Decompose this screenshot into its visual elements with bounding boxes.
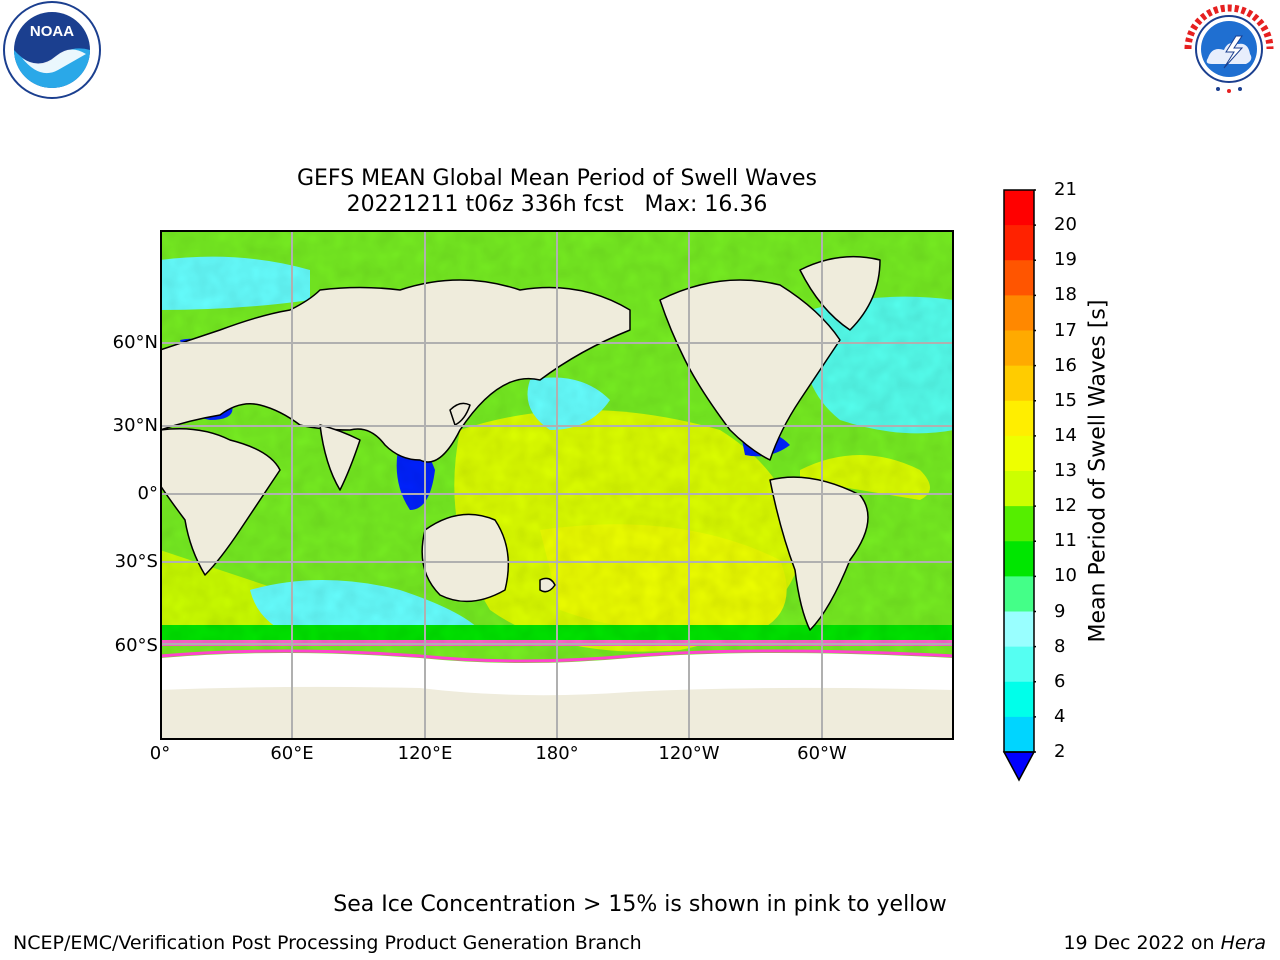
footer-date-text: 19 Dec 2022 on — [1063, 932, 1221, 954]
colorbar-band — [1004, 576, 1034, 612]
map-frame — [160, 230, 954, 740]
colorbar — [1002, 188, 1036, 784]
lon-label-180: 180° — [535, 743, 579, 764]
sea-ice-note: Sea Ice Concentration > 15% is shown in … — [333, 892, 947, 917]
lon-label-120w: 120°W — [658, 743, 720, 764]
colorbar-extend-arrow — [1002, 751, 1036, 782]
land-greenland — [799, 255, 881, 331]
footer-branch: NCEP/EMC/Verification Post Processing Pr… — [13, 932, 642, 954]
colorbar-tick-label: 20 — [1054, 214, 1077, 236]
land-eurasia — [160, 279, 631, 463]
land-india — [319, 424, 361, 491]
colorbar-tick-label: 9 — [1054, 600, 1066, 622]
colorbar-tick-label: 6 — [1054, 670, 1066, 692]
colorbar-tick-label: 12 — [1054, 495, 1077, 517]
colorbar-band — [1004, 225, 1034, 261]
colorbar-tick-label: 15 — [1054, 389, 1077, 411]
colorbar-band — [1004, 541, 1034, 577]
colorbar-tick-label: 14 — [1054, 424, 1077, 446]
colorbar-band — [1004, 330, 1034, 367]
colorbar-band — [1004, 190, 1034, 226]
noaa-logo: NOAA — [0, 0, 104, 100]
lon-label-0: 0° — [149, 743, 171, 764]
land-australia — [421, 513, 510, 603]
colorbar-band — [1004, 400, 1034, 437]
colorbar-tick-label: 11 — [1054, 530, 1077, 552]
colorbar-tick-label: 13 — [1054, 460, 1077, 481]
colorbar-tick-label: 10 — [1054, 565, 1077, 587]
colorbar-tick-label: 19 — [1054, 249, 1077, 271]
land-africa — [160, 428, 281, 576]
lat-label-60n: 60°N — [112, 332, 158, 353]
map-title: GEFS MEAN Global Mean Period of Swell Wa… — [296, 166, 817, 191]
noaa-logo-text: NOAA — [30, 23, 74, 40]
lon-label-60w: 60°W — [797, 743, 847, 764]
colorbar-band — [1004, 506, 1034, 542]
colorbar-band — [1004, 646, 1034, 683]
land-japan — [449, 402, 471, 426]
swell-period-map — [160, 230, 954, 740]
antarctic-ice-pink — [160, 649, 954, 663]
map-subtitle: 20221211 t06z 336h fcst Max: 16.36 — [346, 192, 768, 217]
colorbar-tick-label: 2 — [1054, 741, 1066, 762]
colorbar-tick-label: 16 — [1054, 354, 1077, 376]
lat-label-60s: 60°S — [114, 635, 158, 656]
lat-label-0: 0° — [137, 483, 158, 504]
colorbar-band — [1004, 435, 1034, 472]
colorbar-band — [1004, 716, 1034, 753]
footer-host: Hera — [1220, 932, 1266, 954]
graticule — [160, 230, 954, 740]
colorbar-band — [1004, 260, 1034, 296]
nws-logo — [1178, 0, 1280, 98]
colorbar-tick-label: 17 — [1054, 319, 1077, 341]
lat-label-30s: 30°S — [114, 551, 158, 572]
colorbar-label-text: Mean Period of Swell Waves [s] — [1085, 299, 1111, 643]
land-new-zealand — [539, 577, 556, 593]
footer-date: 19 Dec 2022 on Hera — [1063, 932, 1266, 954]
colorbar-band — [1004, 365, 1034, 402]
colorbar-tick-label: 21 — [1054, 179, 1077, 200]
colorbar-tick-label: 4 — [1054, 705, 1066, 727]
colorbar-tick-label: 18 — [1054, 284, 1077, 306]
lon-label-120e: 120°E — [397, 743, 453, 764]
lat-label-30n: 30°N — [112, 415, 158, 436]
colorbar-band — [1004, 471, 1034, 507]
lon-label-60e: 60°E — [270, 743, 314, 764]
colorbar-band — [1004, 611, 1034, 648]
colorbar-band — [1004, 295, 1034, 331]
colorbar-tick-label: 8 — [1054, 635, 1066, 657]
colorbar-band — [1004, 681, 1034, 718]
land-south-america — [769, 476, 869, 631]
